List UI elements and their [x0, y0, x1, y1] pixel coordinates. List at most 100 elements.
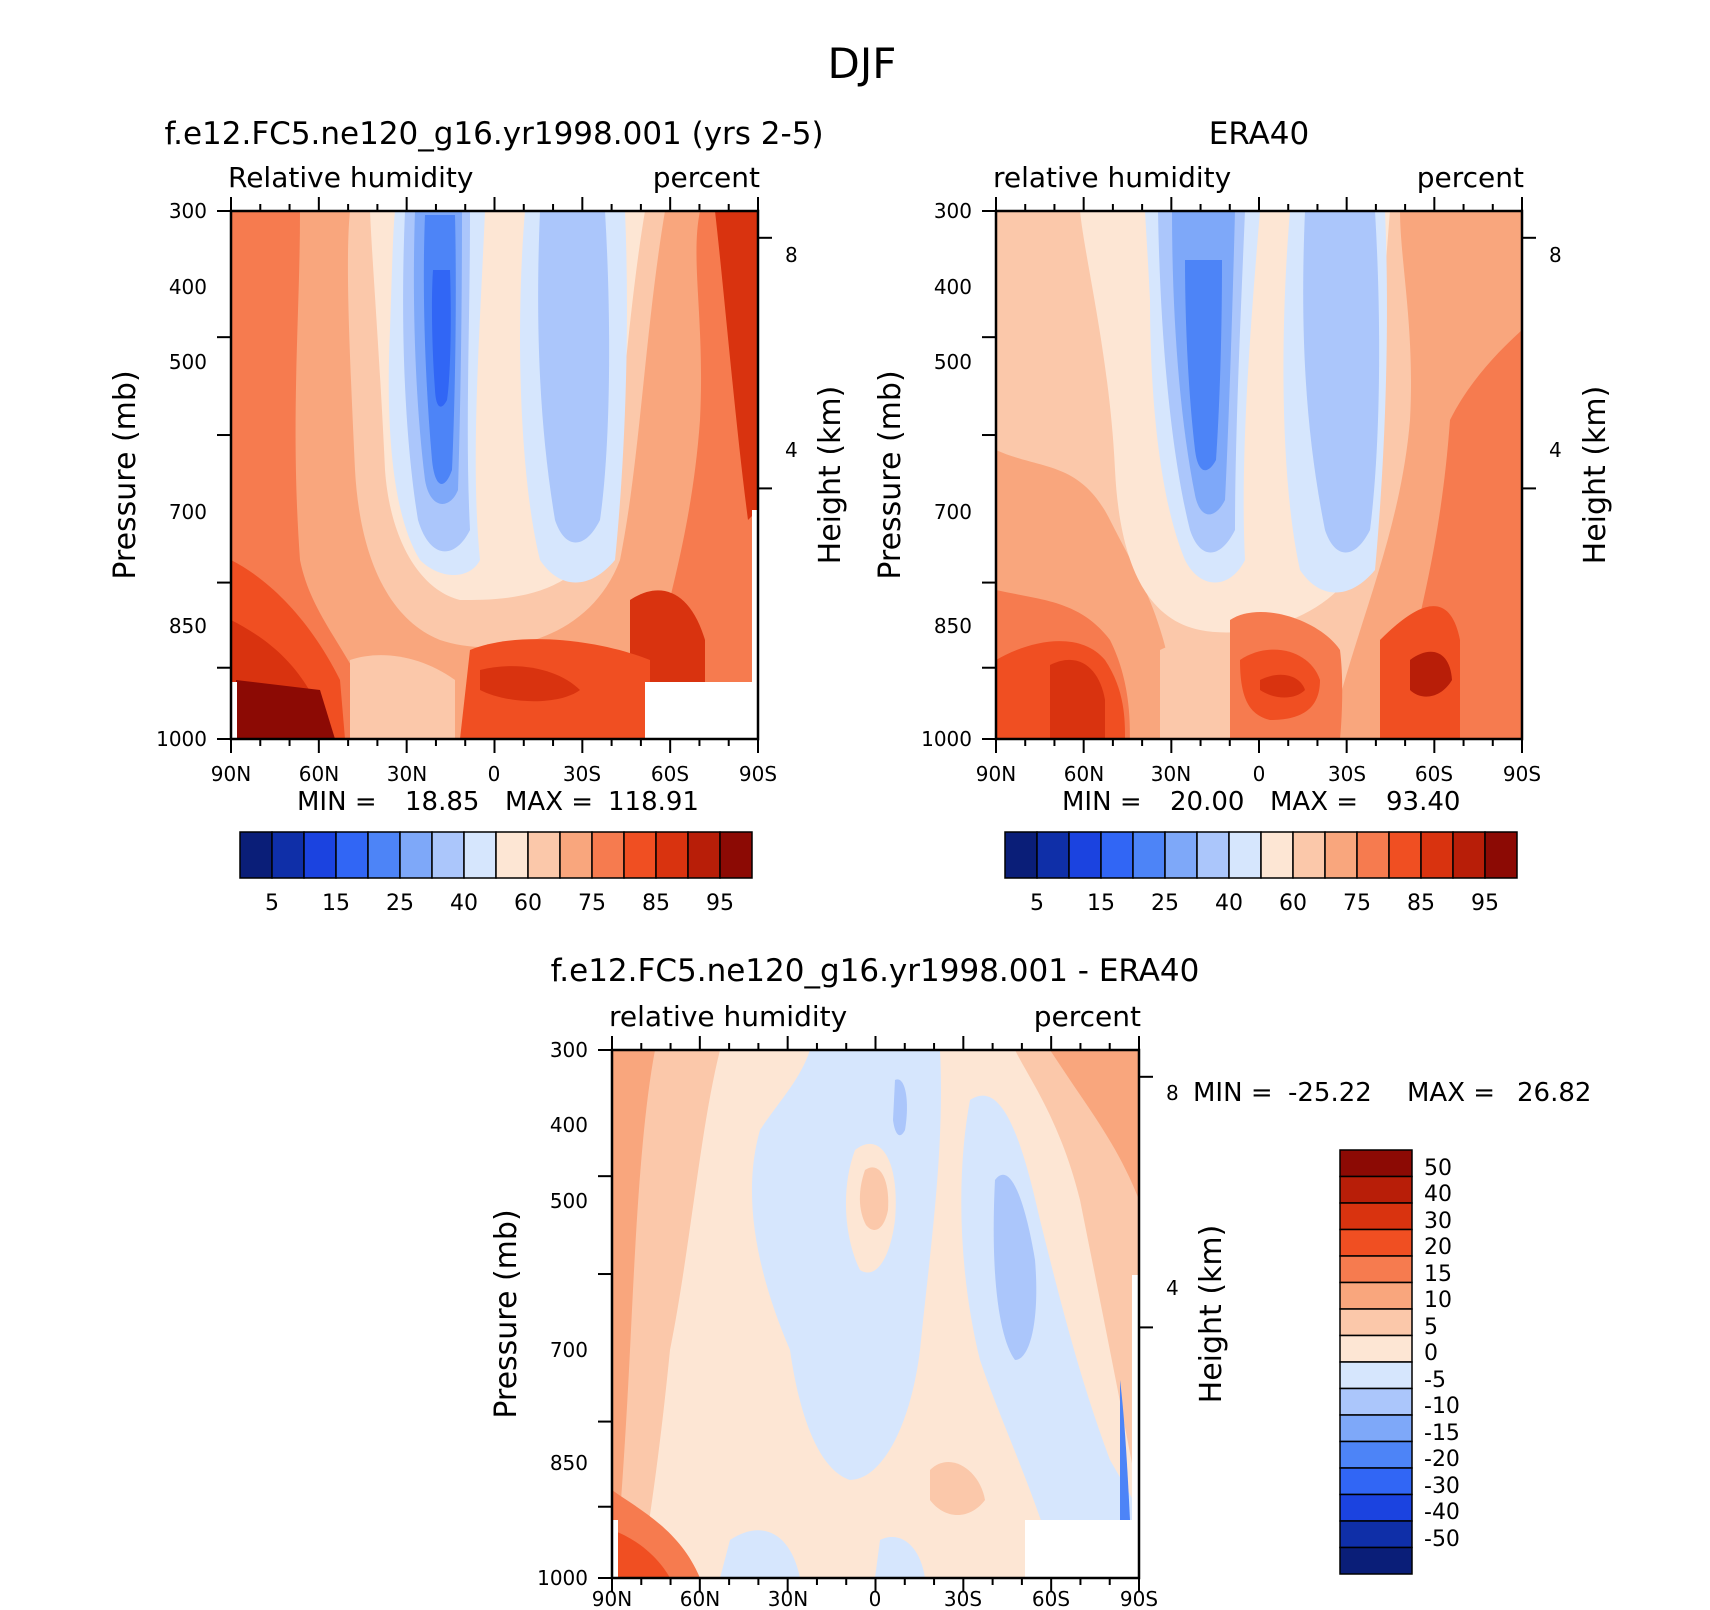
colorbar-label: -30	[1424, 1474, 1460, 1499]
colorbar-swatch	[239, 831, 273, 879]
x-tick-labels: 90N 60N 30N 0 30S 60S 90S	[211, 762, 777, 786]
y-tick-label: 300	[550, 1038, 588, 1062]
colorbar-swatch	[495, 831, 529, 879]
y-tick-label: 400	[934, 275, 972, 299]
colorbar-swatch	[1164, 831, 1198, 879]
min-max-readout: MIN = 20.00 MAX = 93.40	[1062, 787, 1460, 817]
colorbar-swatch	[1452, 831, 1486, 879]
right-label: percent	[653, 161, 760, 194]
diff-band-30-corner	[612, 1530, 670, 1578]
colorbar-swatch	[1100, 831, 1134, 879]
y-tick-labels: 300 400 500 700 850 1000	[537, 1038, 588, 1590]
y-tick-label: 500	[934, 350, 972, 374]
colorbar-swatch	[1068, 831, 1102, 879]
colorbar-label: 60	[514, 891, 542, 916]
colorbar-swatch	[1132, 831, 1166, 879]
contour-field	[996, 211, 1522, 739]
y-tick-label: 300	[934, 199, 972, 223]
colorbar-swatch	[1292, 831, 1326, 879]
rh-band-10	[431, 270, 451, 407]
colorbar-swatch	[1036, 831, 1070, 879]
panel-era40: ERA40 relative humidity percent	[873, 116, 1613, 916]
x-tick-label: 30N	[768, 1587, 808, 1610]
min-label: MIN =	[297, 787, 377, 817]
colorbar-swatch	[1388, 831, 1422, 879]
y-axis-label: Pressure (mb)	[873, 370, 908, 579]
contour-field	[612, 1050, 1139, 1578]
y-tick-label: 700	[169, 500, 207, 524]
y-axis-label: Pressure (mb)	[489, 1209, 524, 1418]
colorbar-label: -50	[1424, 1527, 1460, 1552]
colorbar-swatch	[687, 831, 721, 879]
panel-title: f.e12.FC5.ne120_g16.yr1998.001 (yrs 2-5)	[164, 116, 823, 152]
y-tick-labels: 300 400 500 700 850 1000	[921, 199, 972, 751]
diff-band-neg10-north	[893, 1079, 907, 1136]
colorbar-swatch	[1339, 1520, 1413, 1549]
colorbar-label: 50	[1424, 1156, 1452, 1181]
rh-band-75-eq	[350, 655, 455, 739]
y-tick-label: 300	[169, 199, 207, 223]
y-tick-label: 1000	[921, 727, 972, 751]
y2-axis-label: Height (km)	[1578, 386, 1613, 565]
colorbar-label: -10	[1424, 1394, 1460, 1419]
y-tick-label: 850	[934, 614, 972, 638]
colorbar-label: 85	[1407, 891, 1435, 916]
colorbar-swatch	[655, 831, 689, 879]
colorbar-swatch	[271, 831, 305, 879]
max-value: 118.91	[608, 787, 699, 817]
rh-band-90-eq	[480, 666, 580, 702]
colorbar-label: 10	[1424, 1288, 1452, 1313]
y2-tick-label: 4	[1166, 1276, 1179, 1300]
y-tick-label: 400	[550, 1113, 588, 1137]
min-label: MIN =	[1193, 1078, 1273, 1108]
x-tick-label: 60N	[680, 1587, 720, 1610]
x-tick-label: 30N	[1151, 762, 1191, 786]
y2-tick-label: 4	[1549, 438, 1562, 462]
figure-title: DJF	[828, 39, 897, 88]
y-tick-label: 500	[169, 350, 207, 374]
colorbar-swatch	[1260, 831, 1294, 879]
colorbar-swatch	[1339, 1202, 1413, 1231]
colorbar-label: 5	[1030, 891, 1044, 916]
colorbar-swatch	[1339, 1334, 1413, 1363]
colorbar-label: 15	[322, 891, 350, 916]
y-tick-label: 700	[550, 1338, 588, 1362]
left-label: relative humidity	[609, 1000, 847, 1033]
colorbar-label: 40	[1215, 891, 1243, 916]
diff-band-neg-edge	[1120, 1380, 1130, 1520]
colorbar-label: 95	[706, 891, 734, 916]
y2-tick-label: 8	[1166, 1081, 1179, 1105]
max-value: 26.82	[1517, 1078, 1591, 1108]
colorbar-swatch	[1339, 1361, 1413, 1390]
colorbar-label: 5	[265, 891, 279, 916]
colorbar-label: -20	[1424, 1447, 1460, 1472]
x-tick-label: 60N	[299, 762, 339, 786]
x-tick-label: 90N	[211, 762, 251, 786]
min-max-readout: MIN = 18.85 MAX = 118.91	[297, 787, 699, 817]
colorbar-swatch	[527, 831, 561, 879]
x-tick-label: 30S	[563, 762, 601, 786]
colorbar-swatch	[303, 831, 337, 879]
colorbar-swatch	[399, 831, 433, 879]
colorbar-swatch	[1004, 831, 1038, 879]
missing-region-north	[612, 1520, 618, 1578]
colorbar-swatch	[1339, 1493, 1413, 1522]
y-tick-labels: 300 400 500 700 850 1000	[156, 199, 207, 751]
rh-band-100-left	[236, 680, 335, 739]
colorbar-label: 85	[642, 891, 670, 916]
colorbar-labels: 50 40 30 20 15 10 5 0 -5 -10 -15 -20 -30…	[1424, 1156, 1460, 1552]
max-label: MAX =	[1270, 787, 1358, 817]
colorbar	[1004, 831, 1518, 879]
y2-tick-label: 8	[1549, 243, 1562, 267]
axes-frame	[217, 197, 772, 753]
y2-tick-labels: 8 4	[1549, 243, 1562, 462]
y2-tick-label: 4	[785, 438, 798, 462]
colorbar-swatch	[1324, 831, 1358, 879]
y2-axis-label: Height (km)	[1194, 1225, 1229, 1404]
left-label: Relative humidity	[228, 161, 473, 194]
right-label: percent	[1417, 161, 1524, 194]
colorbar-label: 95	[1471, 891, 1499, 916]
x-tick-label: 30S	[944, 1587, 982, 1610]
max-label: MAX =	[1407, 1078, 1495, 1108]
diff-band-neg5-center	[751, 1050, 941, 1480]
